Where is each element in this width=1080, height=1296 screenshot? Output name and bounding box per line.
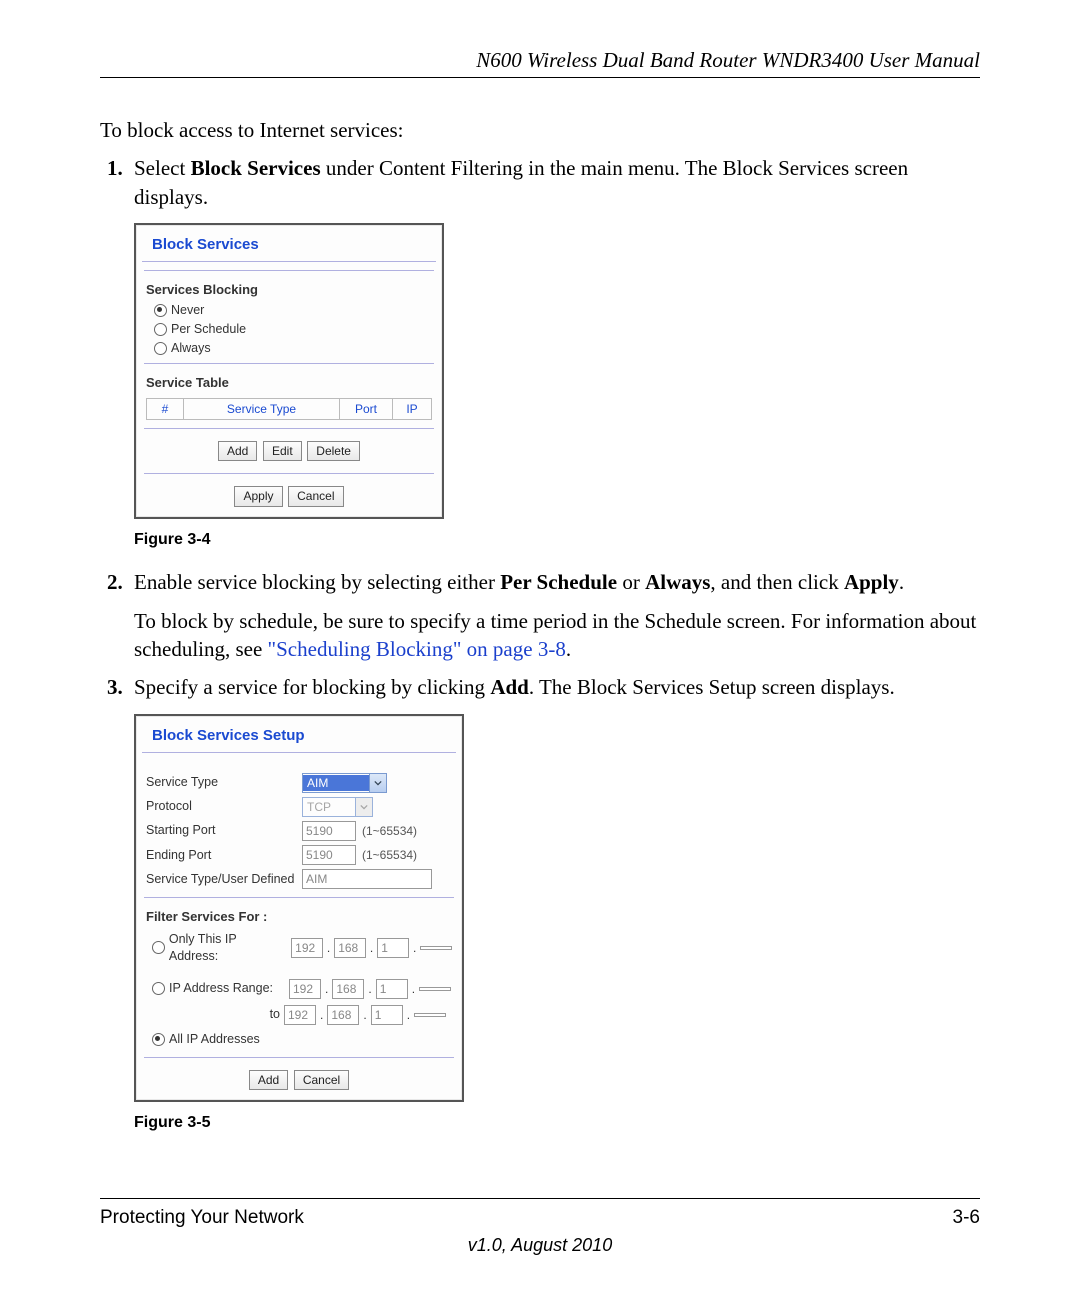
ip-c[interactable]: 1 [377, 938, 409, 958]
all-ip-label: All IP Addresses [169, 1031, 260, 1048]
option-only-this-ip[interactable]: Only This IP Address: 192. 168. 1. [136, 928, 462, 968]
protocol-select[interactable]: TCP [302, 797, 373, 817]
starting-port-hint: (1~65534) [362, 823, 417, 839]
apply-button[interactable]: Apply [234, 486, 282, 506]
th-service-type: Service Type [184, 399, 340, 419]
figure-3-5-caption: Figure 3-5 [134, 1112, 980, 1134]
radio-only-ip-icon [152, 941, 165, 954]
option-per-schedule[interactable]: Per Schedule [136, 320, 442, 339]
label-service-type: Service Type [146, 774, 296, 791]
step2-b: Per Schedule [500, 570, 617, 594]
separator [144, 473, 434, 474]
option-never[interactable]: Never [136, 301, 442, 320]
user-defined-input[interactable]: AIM [302, 869, 432, 889]
range2-d[interactable] [414, 1013, 446, 1017]
separator [144, 270, 434, 271]
footer-version: v1.0, August 2010 [100, 1235, 980, 1256]
only-ip-label: Only This IP Address: [169, 931, 287, 965]
ip-range-label: IP Address Range: [169, 980, 285, 997]
radio-all-ip-icon [152, 1033, 165, 1046]
option-always-label: Always [171, 340, 211, 357]
option-ip-range[interactable]: IP Address Range: 192. 168. 1. [136, 976, 462, 1002]
to-label: to [264, 1006, 280, 1023]
step-3: Specify a service for blocking by clicki… [128, 673, 980, 1133]
service-table: # Service Type Port IP [146, 398, 432, 420]
panel-title-block-services: Block Services [142, 225, 436, 262]
step1-bold: Block Services [191, 156, 321, 180]
separator [144, 363, 434, 364]
footer-section: Protecting Your Network [100, 1207, 304, 1229]
separator [144, 428, 434, 429]
page-number: 3-6 [953, 1207, 980, 1229]
ending-port-input[interactable]: 5190 [302, 845, 356, 865]
step2-p2b: . [566, 637, 571, 661]
label-user-defined: Service Type/User Defined [146, 871, 296, 888]
service-type-select[interactable]: AIM [302, 773, 387, 793]
radio-ip-range-icon [152, 982, 165, 995]
starting-port-input[interactable]: 5190 [302, 821, 356, 841]
chevron-down-icon [355, 798, 372, 816]
th-port: Port [340, 399, 393, 419]
ip-a[interactable]: 192 [291, 938, 323, 958]
th-num: # [147, 399, 184, 419]
scheduling-link[interactable]: "Scheduling Blocking" on page 3-8 [268, 637, 566, 661]
step3-c: . The Block Services Setup screen displa… [529, 675, 895, 699]
range2-a[interactable]: 192 [284, 1005, 316, 1025]
range1-b[interactable]: 168 [332, 979, 364, 999]
intro-text: To block access to Internet services: [100, 116, 980, 144]
step2-d: Always [645, 570, 710, 594]
step2-c: or [617, 570, 645, 594]
step3-a: Specify a service for blocking by clicki… [134, 675, 490, 699]
step-1: Select Block Services under Content Filt… [128, 154, 980, 550]
radio-never-icon [154, 304, 167, 317]
ending-port-hint: (1~65534) [362, 847, 417, 863]
add-button[interactable]: Add [249, 1070, 288, 1090]
step1-text-a: Select [134, 156, 191, 180]
radio-per-icon [154, 323, 167, 336]
range1-c[interactable]: 1 [376, 979, 408, 999]
label-protocol: Protocol [146, 798, 296, 815]
step2-g: . [899, 570, 904, 594]
option-never-label: Never [171, 302, 204, 319]
step2-e: , and then click [710, 570, 844, 594]
figure-3-4-caption: Figure 3-4 [134, 529, 980, 551]
separator [144, 1057, 454, 1058]
delete-button[interactable]: Delete [307, 441, 360, 461]
range2-c[interactable]: 1 [371, 1005, 403, 1025]
figure-3-4-screenshot: Block Services Services Blocking Never P… [134, 223, 444, 519]
step2-a: Enable service blocking by selecting eit… [134, 570, 500, 594]
panel-title-block-services-setup: Block Services Setup [142, 716, 456, 753]
radio-always-icon [154, 342, 167, 355]
label-starting-port: Starting Port [146, 822, 296, 839]
manual-title: N600 Wireless Dual Band Router WNDR3400 … [100, 48, 980, 73]
cancel-button[interactable]: Cancel [288, 486, 343, 506]
option-per-label: Per Schedule [171, 321, 246, 338]
th-ip: IP [393, 399, 431, 419]
figure-3-5-screenshot: Block Services Setup Service Type AIM Pr… [134, 714, 464, 1103]
section-filter-services: Filter Services For : [136, 904, 462, 928]
separator [144, 897, 454, 898]
cancel-button[interactable]: Cancel [294, 1070, 349, 1090]
chevron-down-icon [369, 774, 386, 792]
add-button[interactable]: Add [218, 441, 257, 461]
range1-d[interactable] [419, 987, 451, 991]
protocol-value: TCP [303, 799, 355, 815]
section-services-blocking: Services Blocking [136, 277, 442, 301]
ip-d[interactable] [420, 946, 452, 950]
option-all-ip[interactable]: All IP Addresses [136, 1028, 462, 1051]
step3-b: Add [490, 675, 529, 699]
section-service-table: Service Table [136, 370, 442, 394]
service-type-value: AIM [303, 775, 369, 791]
step2-f: Apply [844, 570, 899, 594]
range2-b[interactable]: 168 [327, 1005, 359, 1025]
footer-rule [100, 1198, 980, 1199]
label-ending-port: Ending Port [146, 847, 296, 864]
header-rule [100, 77, 980, 78]
step-2: Enable service blocking by selecting eit… [128, 568, 980, 663]
edit-button[interactable]: Edit [263, 441, 302, 461]
option-always[interactable]: Always [136, 339, 442, 358]
range1-a[interactable]: 192 [289, 979, 321, 999]
ip-b[interactable]: 168 [334, 938, 366, 958]
